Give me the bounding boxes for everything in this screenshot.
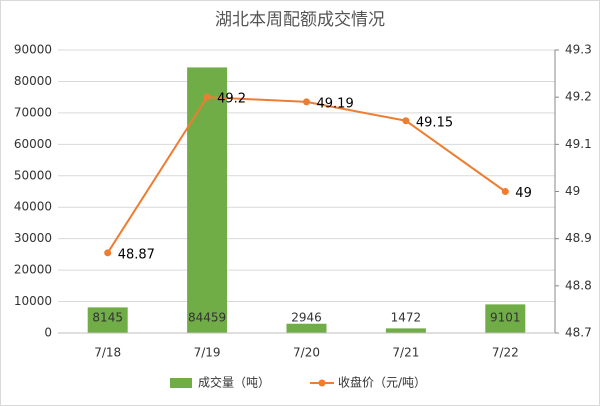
y-tick-label: 80000 [14, 74, 52, 88]
line-value-label: 49.19 [317, 96, 354, 111]
legend-label: 成交量（吨） [198, 375, 270, 390]
x-tick-label: 7/21 [392, 346, 419, 360]
y-tick-label: 90000 [14, 43, 52, 57]
legend-swatch-dot [318, 379, 326, 387]
bar-value-label: 84459 [188, 311, 226, 325]
bar-value-label: 1472 [391, 311, 422, 325]
y2-tick-label: 48.8 [565, 278, 592, 292]
line-value-label: 49 [515, 186, 532, 201]
y-tick-label: 10000 [14, 294, 52, 308]
bar-value-label: 2946 [291, 311, 322, 325]
line-value-label: 48.87 [118, 247, 155, 262]
x-tick-label: 7/18 [94, 346, 121, 360]
y2-tick-label: 49 [565, 184, 580, 198]
bar [485, 304, 526, 333]
y-tick-label: 70000 [14, 105, 52, 119]
line-point [501, 188, 509, 195]
y2-tick-label: 48.9 [565, 231, 592, 245]
y-tick-label: 20000 [14, 263, 52, 277]
line-value-label: 49.2 [217, 92, 246, 107]
x-tick-label: 7/20 [293, 346, 320, 360]
y2-tick-label: 48.7 [565, 326, 592, 340]
bar-value-label: 8145 [92, 311, 123, 325]
y-tick-label: 30000 [14, 231, 52, 245]
y2-tick-label: 49.3 [565, 43, 592, 57]
bar [187, 67, 228, 333]
line-point [203, 93, 211, 101]
bar [87, 307, 128, 333]
bar [286, 323, 327, 333]
bar [385, 328, 426, 333]
legend-label: 收盘价（元/吨） [338, 375, 426, 390]
y-tick-label: 50000 [14, 168, 52, 182]
line-point [104, 249, 112, 257]
y-tick-label: 0 [44, 326, 52, 340]
line-point [303, 98, 310, 106]
y-tick-label: 40000 [14, 200, 52, 214]
x-tick-label: 7/19 [194, 346, 221, 360]
line-value-label: 49.15 [416, 115, 453, 130]
chart-title: 湖北本周配额成交情况 [215, 10, 385, 30]
bar-value-label: 9101 [490, 311, 521, 325]
line-point [402, 117, 410, 125]
legend-swatch [170, 378, 192, 388]
y-tick-label: 60000 [14, 137, 52, 151]
y2-tick-label: 49.1 [565, 137, 592, 151]
x-tick-label: 7/22 [492, 346, 519, 360]
y2-tick-label: 49.2 [565, 90, 592, 104]
